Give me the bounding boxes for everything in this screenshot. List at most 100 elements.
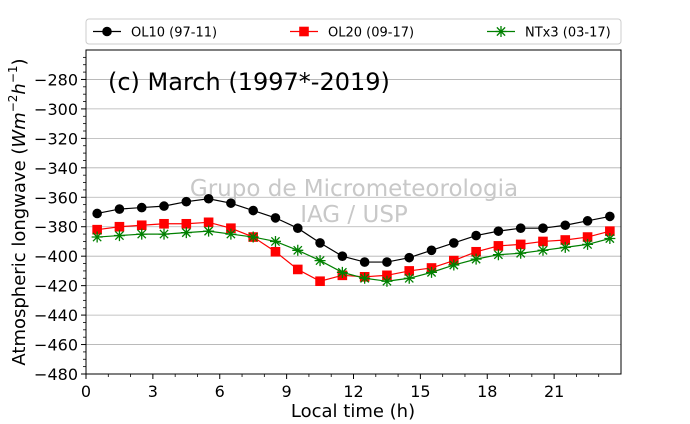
data-point bbox=[114, 221, 125, 232]
series-star bbox=[91, 225, 616, 287]
data-point bbox=[181, 196, 192, 207]
data-point bbox=[449, 238, 459, 248]
data-point bbox=[292, 244, 304, 256]
data-point bbox=[471, 230, 481, 241]
x-tick-label: 9 bbox=[282, 382, 292, 401]
data-point bbox=[159, 201, 169, 211]
y-tick-label: −480 bbox=[34, 365, 78, 384]
data-point bbox=[159, 218, 169, 229]
series-circle bbox=[92, 193, 615, 267]
legend-item: NTx3 (03-17) bbox=[487, 26, 611, 41]
data-point bbox=[136, 220, 147, 231]
data-point bbox=[382, 257, 392, 267]
data-point bbox=[381, 275, 393, 287]
y-tick-label: −360 bbox=[34, 188, 78, 207]
data-point bbox=[203, 225, 215, 237]
data-point bbox=[92, 208, 102, 219]
data-point bbox=[299, 26, 309, 37]
y-tick-label: −280 bbox=[34, 70, 78, 89]
y-tick-label: −400 bbox=[34, 247, 78, 266]
x-axis: 0 3 6 9 12 15 18 21 bbox=[81, 374, 600, 401]
x-tick-label: 6 bbox=[215, 382, 225, 401]
x-tick-label: 12 bbox=[343, 382, 363, 401]
data-point bbox=[582, 216, 593, 226]
y-axis: −280 −300 −320 −340 −360 −380 −400 −420 −440 −460… bbox=[34, 56, 86, 384]
data-point bbox=[225, 228, 237, 240]
watermark: Grupo de Micrometeorologia IAG / USP bbox=[190, 176, 518, 228]
y-tick-label: −440 bbox=[34, 306, 78, 325]
x-tick-label: 18 bbox=[477, 382, 497, 401]
data-point bbox=[113, 230, 125, 242]
data-point bbox=[292, 264, 303, 275]
data-point bbox=[102, 26, 112, 37]
data-point bbox=[538, 236, 548, 247]
data-point bbox=[582, 238, 594, 250]
data-point bbox=[91, 231, 103, 243]
data-point bbox=[404, 252, 415, 263]
data-point bbox=[203, 217, 214, 228]
data-point bbox=[337, 251, 348, 261]
data-point bbox=[181, 218, 192, 229]
data-point bbox=[203, 193, 214, 204]
data-point bbox=[136, 228, 148, 240]
data-point bbox=[158, 228, 170, 240]
data-point bbox=[426, 266, 438, 278]
y-tick-label: −340 bbox=[34, 159, 78, 178]
data-point bbox=[448, 259, 460, 271]
x-tick-label: 3 bbox=[148, 382, 158, 401]
y-tick-label: −380 bbox=[34, 218, 78, 237]
data-point bbox=[247, 231, 259, 243]
data-point bbox=[537, 244, 549, 256]
data-point bbox=[270, 213, 281, 223]
legend-label: OL20 (09-17) bbox=[328, 26, 414, 41]
data-point bbox=[114, 204, 125, 214]
data-point bbox=[492, 249, 504, 261]
data-point bbox=[336, 266, 348, 278]
y-tick-label: −320 bbox=[34, 129, 78, 148]
data-point bbox=[180, 227, 192, 239]
data-point bbox=[292, 223, 303, 233]
data-point bbox=[515, 247, 527, 259]
panel-title: (c) March (1997*-2019) bbox=[108, 68, 390, 96]
y-tick-label: −460 bbox=[34, 336, 78, 355]
data-point bbox=[559, 241, 571, 253]
data-point bbox=[470, 253, 482, 265]
data-point bbox=[495, 26, 507, 37]
data-point bbox=[136, 202, 147, 213]
y-tick-label: −300 bbox=[34, 100, 78, 119]
y-axis-label: Atmospheric longwave (Wm−2h−1) bbox=[6, 58, 30, 365]
data-point bbox=[226, 198, 236, 208]
data-point bbox=[515, 223, 526, 233]
legend-label: OL10 (97-11) bbox=[131, 26, 217, 41]
watermark-line-1: Grupo de Micrometeorologia bbox=[190, 176, 518, 202]
legend-items: OL10 (97-11) OL20 (09-17) NTx3 (03-17) bbox=[93, 26, 611, 41]
series-layer bbox=[91, 193, 616, 287]
data-point bbox=[403, 272, 415, 284]
y-tick-label: −420 bbox=[34, 277, 78, 296]
watermark-line-2: IAG / USP bbox=[300, 202, 408, 228]
data-point bbox=[515, 239, 526, 250]
data-point bbox=[493, 241, 504, 251]
data-point bbox=[314, 255, 326, 267]
x-tick-label: 15 bbox=[410, 382, 430, 401]
data-point bbox=[359, 272, 371, 284]
data-point bbox=[560, 220, 571, 231]
data-point bbox=[426, 245, 437, 256]
data-point bbox=[248, 205, 258, 216]
x-tick-label: 0 bbox=[81, 382, 91, 401]
legend-item: OL10 (97-11) bbox=[93, 26, 217, 41]
data-point bbox=[315, 276, 325, 287]
data-point bbox=[270, 246, 281, 257]
legend-box bbox=[85, 18, 622, 45]
legend-label: NTx3 (03-17) bbox=[525, 26, 611, 41]
data-point bbox=[359, 257, 370, 267]
data-point bbox=[493, 226, 504, 236]
x-axis-label: Local time (h) bbox=[291, 401, 415, 420]
data-point bbox=[315, 238, 325, 248]
data-point bbox=[538, 223, 548, 233]
data-point bbox=[605, 211, 615, 222]
legend-item: OL20 (09-17) bbox=[290, 26, 414, 41]
data-point bbox=[604, 233, 616, 245]
x-tick-label: 21 bbox=[544, 382, 564, 401]
